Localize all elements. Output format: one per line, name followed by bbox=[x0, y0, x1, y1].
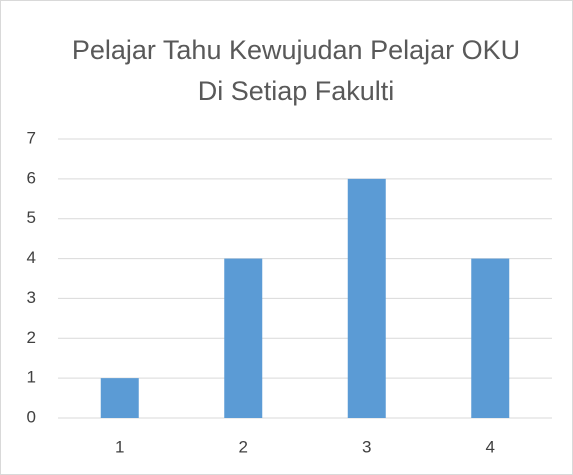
y-tick-label: 0 bbox=[27, 407, 36, 426]
y-tick-label: 3 bbox=[27, 288, 36, 307]
bar bbox=[100, 378, 139, 418]
y-tick-label: 4 bbox=[27, 248, 36, 267]
x-tick-label: 3 bbox=[362, 437, 371, 456]
chart-title: Pelajar Tahu Kewujudan Pelajar OKU Di Se… bbox=[71, 35, 521, 106]
x-tick-label: 2 bbox=[239, 437, 248, 456]
y-tick-label: 6 bbox=[27, 168, 36, 187]
y-tick-label: 7 bbox=[27, 128, 36, 147]
y-tick-label: 5 bbox=[27, 208, 36, 227]
x-tick-label: 1 bbox=[115, 437, 124, 456]
bar bbox=[471, 258, 510, 418]
y-tick-label: 1 bbox=[27, 368, 36, 387]
x-tick-label: 4 bbox=[486, 437, 495, 456]
bar bbox=[347, 178, 386, 418]
bar bbox=[224, 258, 263, 418]
y-tick-label: 2 bbox=[27, 328, 36, 347]
